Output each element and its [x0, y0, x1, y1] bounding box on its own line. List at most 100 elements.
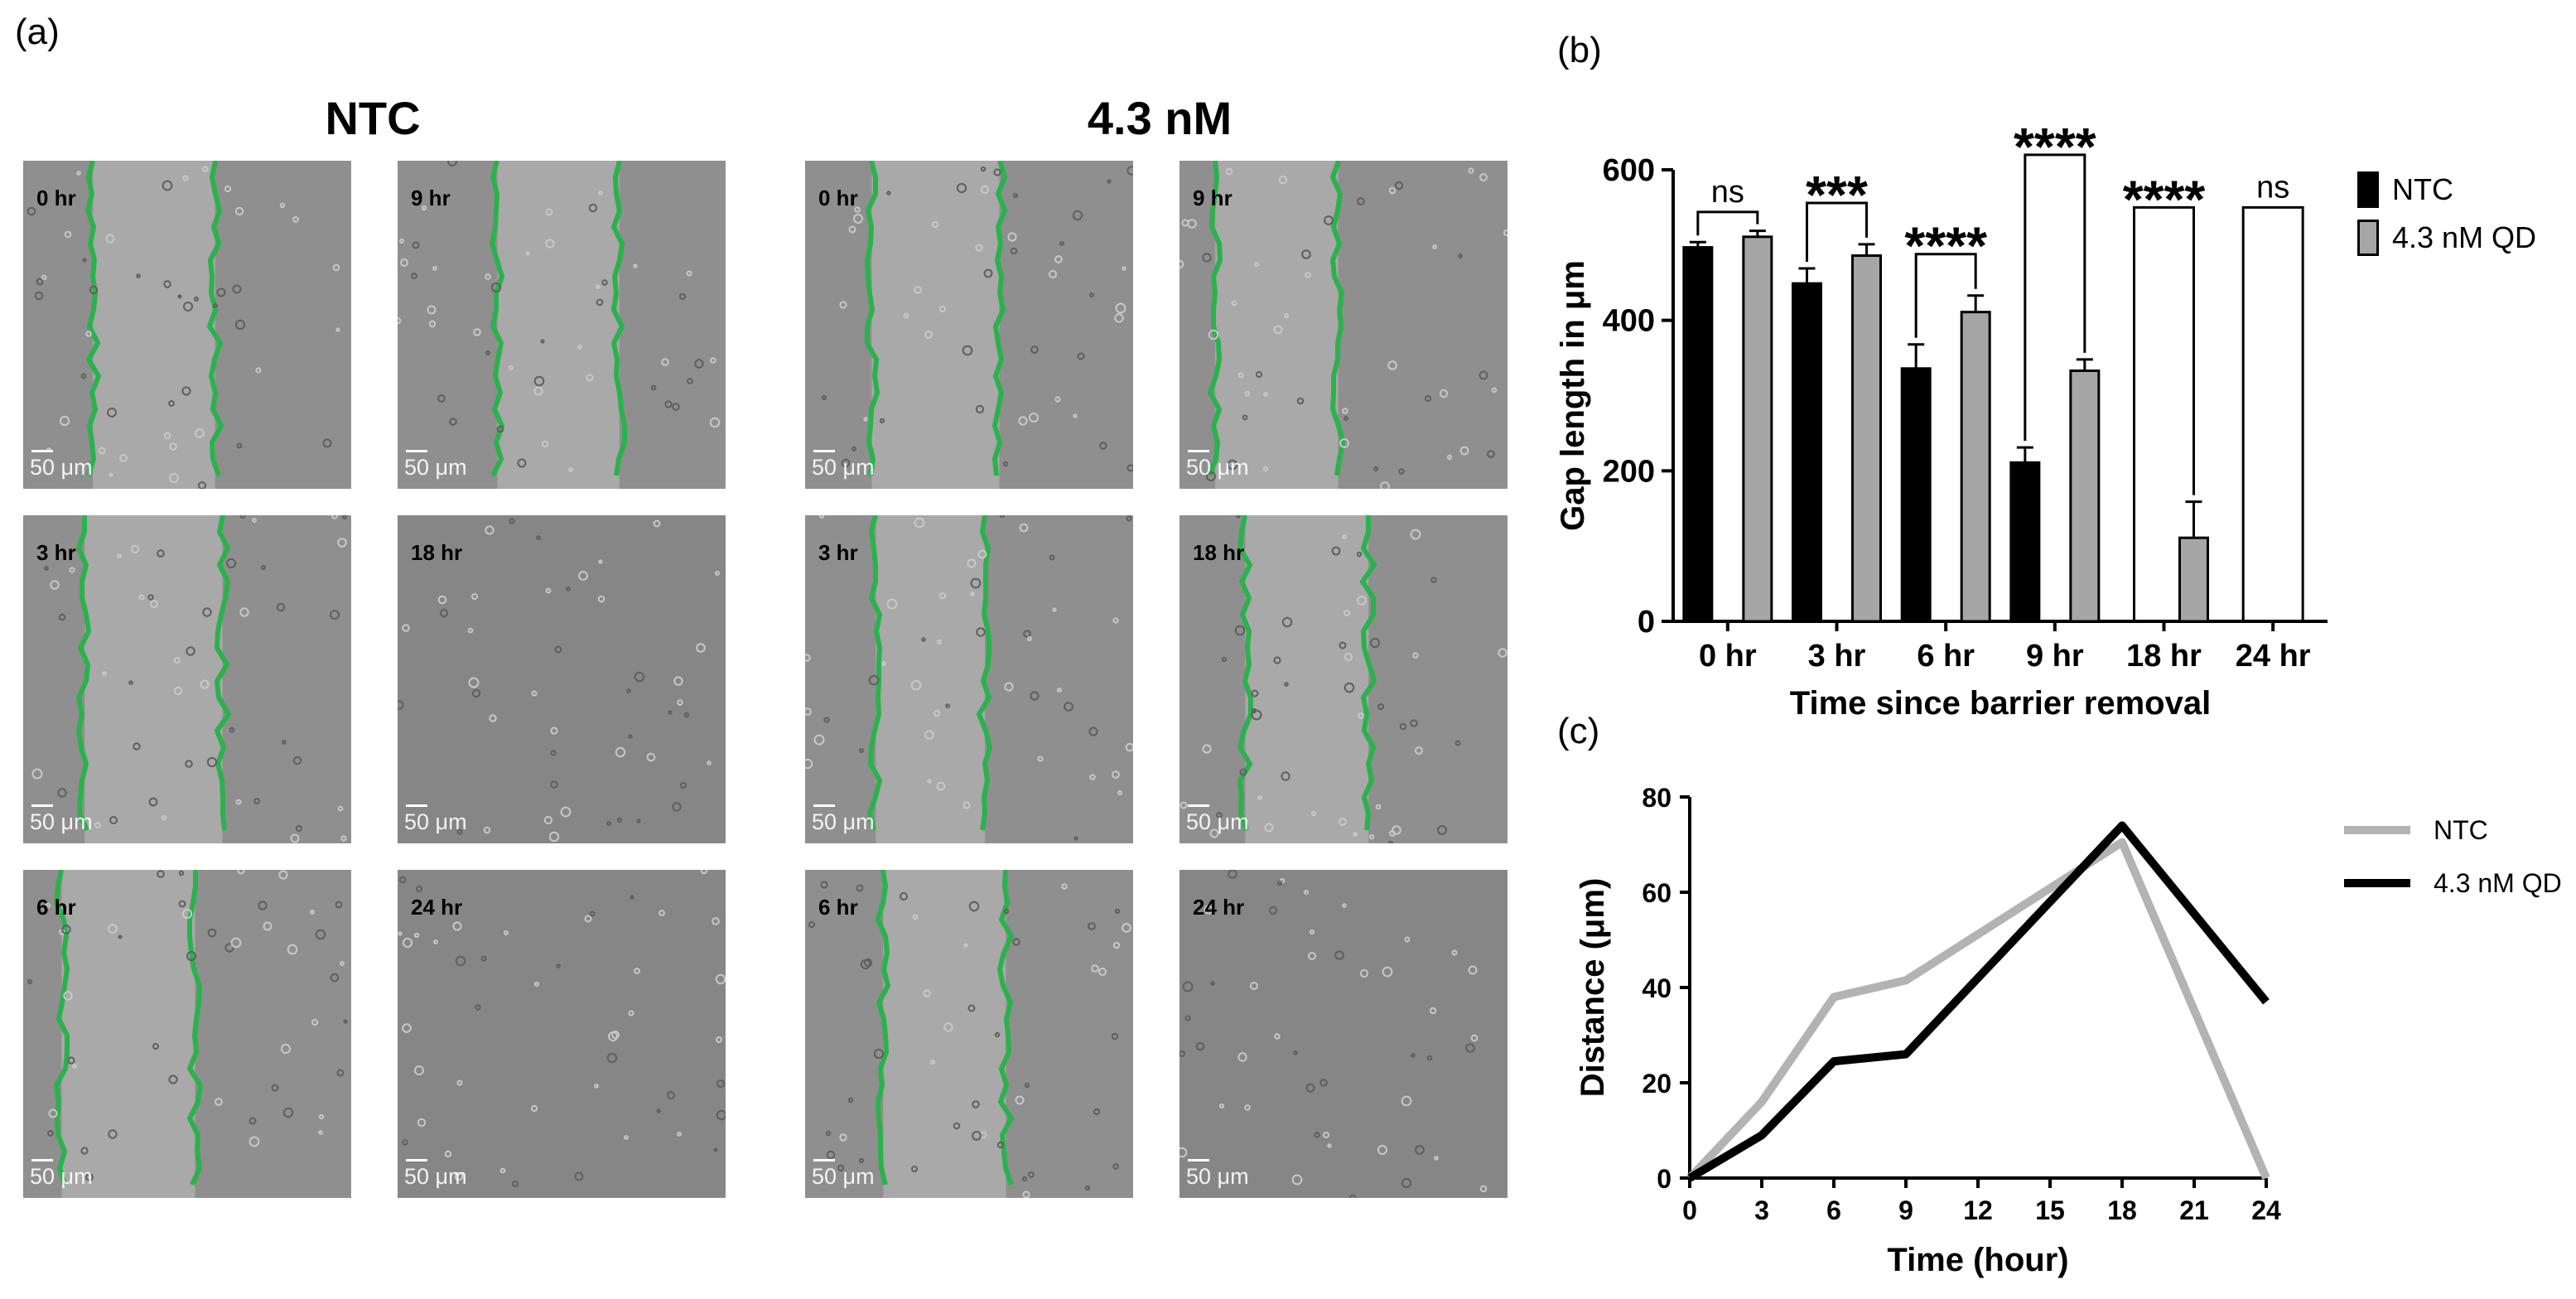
cell	[433, 939, 438, 944]
cell	[1256, 371, 1262, 378]
cell	[261, 565, 266, 570]
x-tick-label: 12	[1963, 1195, 1993, 1225]
y-tick-label: 0	[1657, 1164, 1672, 1194]
cell	[181, 386, 191, 396]
group-title-ntc: NTC	[325, 92, 421, 144]
legend-item-ntc: NTC	[2357, 166, 2536, 214]
cell	[1458, 254, 1463, 258]
leading-edge-left	[1237, 515, 1253, 831]
cell	[1022, 1190, 1030, 1198]
cell	[1126, 515, 1132, 522]
bar-ntc	[1682, 246, 1714, 623]
cell	[1274, 1033, 1281, 1040]
cell	[163, 280, 171, 288]
cell	[1225, 167, 1233, 176]
cell	[709, 417, 721, 428]
cell	[1410, 719, 1418, 727]
cell	[489, 714, 497, 722]
cell	[854, 206, 861, 213]
cell	[1278, 175, 1288, 185]
cell	[1010, 247, 1018, 255]
legend-swatch-ntc	[2357, 171, 2379, 208]
cell	[886, 598, 898, 610]
cell	[69, 567, 75, 573]
cell	[177, 294, 182, 299]
cell	[658, 910, 665, 916]
x-tick-label: 0 hr	[1699, 639, 1757, 674]
cell	[82, 258, 87, 263]
x-tick-label: 21	[2179, 1195, 2209, 1225]
cell	[72, 1064, 77, 1069]
leading-edge-right	[1329, 161, 1346, 476]
cell	[229, 727, 235, 733]
cell	[1029, 413, 1039, 423]
cell	[1236, 515, 1241, 519]
cell	[318, 1113, 325, 1120]
cell	[545, 587, 552, 594]
cell	[1179, 259, 1184, 269]
scale-label: 50 μm	[812, 809, 875, 834]
y-axis-label: Gap length in μm	[1555, 260, 1591, 531]
cell	[1331, 546, 1341, 556]
cell	[1437, 825, 1447, 835]
cell	[398, 876, 407, 884]
cell	[805, 654, 811, 662]
x-tick-label: 6 hr	[1917, 639, 1975, 674]
leading-edge-left	[53, 870, 70, 1186]
cell	[1237, 1052, 1247, 1062]
cell	[1003, 908, 1010, 915]
cell	[1122, 266, 1126, 271]
cell	[530, 1104, 538, 1113]
cell	[1125, 742, 1133, 752]
leading-edge-left	[864, 161, 880, 476]
cell	[402, 1139, 408, 1146]
cell	[556, 963, 561, 968]
cell	[1279, 877, 1286, 884]
cell	[98, 447, 106, 455]
cell	[686, 270, 692, 277]
cell	[825, 1130, 832, 1137]
cell	[280, 1043, 292, 1055]
cell	[1305, 272, 1311, 278]
cell	[239, 515, 246, 519]
cell	[109, 472, 113, 477]
micrograph-image	[23, 515, 351, 843]
cell	[628, 1010, 634, 1017]
cell	[616, 817, 623, 823]
cell	[1024, 1082, 1030, 1089]
cell	[1314, 1132, 1320, 1138]
cell	[130, 544, 140, 554]
cell	[1301, 249, 1311, 259]
cell	[1342, 408, 1348, 414]
cell	[823, 717, 830, 723]
cell	[589, 910, 596, 917]
x-tick-label: 24	[2251, 1195, 2281, 1225]
cell	[1061, 883, 1068, 890]
cell	[1470, 1034, 1479, 1042]
cell	[980, 166, 987, 172]
micrograph: 24 hr 50 μm	[398, 870, 726, 1198]
y-axis-label: Distance (μm)	[1575, 878, 1611, 1098]
cell	[255, 367, 262, 374]
leading-edge-right	[991, 161, 1008, 476]
cell	[1210, 981, 1215, 986]
cell	[912, 914, 919, 920]
cell	[716, 1036, 722, 1043]
cell	[545, 239, 555, 249]
cell	[927, 779, 932, 784]
cell	[399, 239, 404, 244]
legend-label-ntc: NTC	[2392, 172, 2453, 206]
cell	[335, 901, 343, 909]
cell	[59, 415, 70, 427]
bar-chart-gap-length: 0 200 400 600 Gap length in μm Time since bar…	[1555, 117, 2328, 722]
cell	[531, 690, 538, 697]
cell	[195, 428, 205, 438]
time-label: 3 hr	[36, 540, 76, 565]
cell	[1179, 1147, 1188, 1158]
bar-qd	[2178, 536, 2209, 623]
cell	[594, 1084, 599, 1089]
cell	[322, 438, 332, 448]
cell	[1380, 481, 1390, 489]
cell	[1339, 438, 1349, 448]
line-chart-legend: NTC 4.3 nM QD	[2344, 804, 2562, 910]
